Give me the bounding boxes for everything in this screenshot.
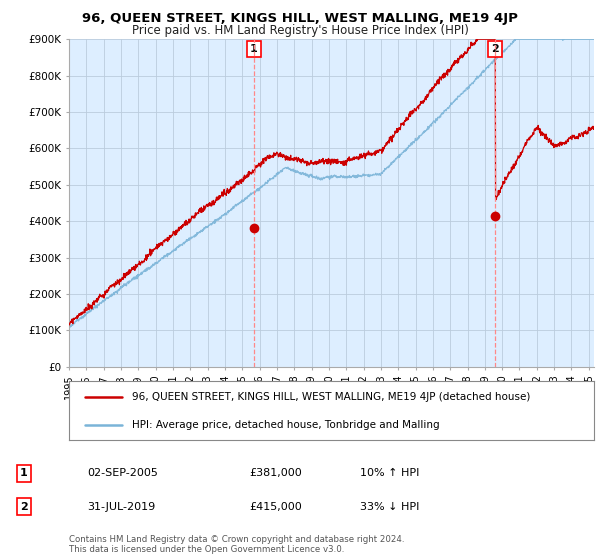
Text: £381,000: £381,000	[249, 468, 302, 478]
Text: 02-SEP-2005: 02-SEP-2005	[87, 468, 158, 478]
Text: 2: 2	[20, 502, 28, 512]
Text: 10% ↑ HPI: 10% ↑ HPI	[360, 468, 419, 478]
Text: 2: 2	[491, 44, 499, 54]
Text: 33% ↓ HPI: 33% ↓ HPI	[360, 502, 419, 512]
Text: 31-JUL-2019: 31-JUL-2019	[87, 502, 155, 512]
Text: Contains HM Land Registry data © Crown copyright and database right 2024.
This d: Contains HM Land Registry data © Crown c…	[69, 535, 404, 554]
Text: Price paid vs. HM Land Registry's House Price Index (HPI): Price paid vs. HM Land Registry's House …	[131, 24, 469, 36]
Text: 96, QUEEN STREET, KINGS HILL, WEST MALLING, ME19 4JP: 96, QUEEN STREET, KINGS HILL, WEST MALLI…	[82, 12, 518, 25]
Text: 1: 1	[20, 468, 28, 478]
Text: 96, QUEEN STREET, KINGS HILL, WEST MALLING, ME19 4JP (detached house): 96, QUEEN STREET, KINGS HILL, WEST MALLI…	[132, 391, 530, 402]
Text: 1: 1	[250, 44, 258, 54]
Text: £415,000: £415,000	[249, 502, 302, 512]
Text: HPI: Average price, detached house, Tonbridge and Malling: HPI: Average price, detached house, Tonb…	[132, 420, 440, 430]
